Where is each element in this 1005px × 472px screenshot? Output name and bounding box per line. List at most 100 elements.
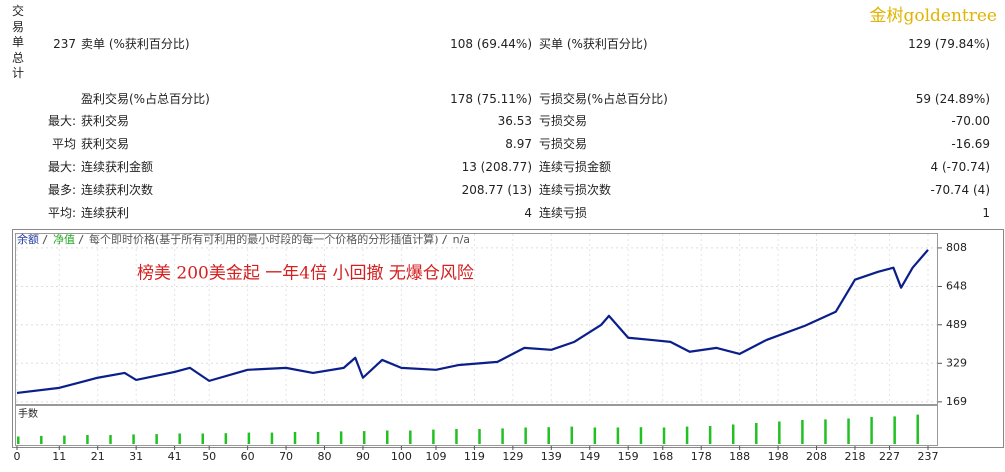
volume-bar xyxy=(432,429,435,444)
volume-bar xyxy=(639,427,643,444)
volume-bar xyxy=(501,428,504,444)
volume-bar xyxy=(731,424,735,444)
volume-bar xyxy=(86,435,89,444)
x-tick-label: 237 xyxy=(918,450,939,463)
x-tick-label: 41 xyxy=(168,450,182,463)
volume-bar xyxy=(778,421,781,444)
x-tick-label: 60 xyxy=(241,450,255,463)
volume-bar xyxy=(916,414,919,444)
y-tick-label: 169 xyxy=(946,395,967,408)
row-label: 盈利交易(%占总百分比) xyxy=(81,92,210,106)
volume-bar xyxy=(616,427,620,444)
row-prefix: 最多: xyxy=(47,183,76,197)
row-value: 129 (79.84%) xyxy=(908,37,990,51)
row-label: 连续获利金额 xyxy=(81,160,154,174)
row-label: 连续亏损次数 xyxy=(539,183,612,197)
row-value: 4 xyxy=(524,206,532,220)
y-tick-label: 329 xyxy=(946,356,967,369)
x-tick-label: 188 xyxy=(729,450,750,463)
row-value: -70.00 xyxy=(951,114,990,128)
row-label: 连续获利 xyxy=(81,206,130,220)
volume-bar xyxy=(155,434,158,444)
x-tick-label: 31 xyxy=(129,450,143,463)
row-value: 13 (208.77) xyxy=(461,160,532,174)
legend-entry: 余额 xyxy=(17,232,39,246)
volume-bar xyxy=(132,434,135,444)
row-label: 买单 (%获利百分比) xyxy=(539,37,648,51)
volume-bar xyxy=(386,430,389,444)
volume-bar xyxy=(339,431,343,444)
volume-bar xyxy=(893,416,896,444)
volume-bar xyxy=(524,427,527,444)
row-prefix: 最大: xyxy=(47,114,76,128)
y-tick-label: 648 xyxy=(946,279,967,292)
x-tick-label: 178 xyxy=(691,450,712,463)
volume-bar xyxy=(270,432,274,444)
chart: 余额 净值 每个即时价格(基于所有可利用的最小时段的每一个价格的分形插值计算) n/a… xyxy=(12,229,1004,463)
row-label: 亏损交易(%占总百分比) xyxy=(539,92,668,106)
volume-bar xyxy=(685,426,689,444)
volume-bar xyxy=(824,419,827,444)
volume-bar xyxy=(708,426,712,444)
x-tick-label: 168 xyxy=(652,450,673,463)
x-tick-label: 109 xyxy=(425,450,446,463)
x-tick-label: 198 xyxy=(768,450,789,463)
y-tick-label: 808 xyxy=(946,241,967,254)
volume-bar xyxy=(801,420,804,444)
x-tick-label: 0 xyxy=(14,450,21,463)
row-value: 208.77 (13) xyxy=(461,183,532,197)
x-tick-label: 70 xyxy=(279,450,293,463)
row-value: 36.53 xyxy=(497,114,532,128)
volume-bar xyxy=(755,423,758,444)
row-value: 8.97 xyxy=(505,137,532,151)
row-prefix: 最大: xyxy=(47,160,76,174)
row-value: 108 (69.44%) xyxy=(450,37,532,51)
row-label: 连续获利次数 xyxy=(81,183,154,197)
legend-separator xyxy=(42,234,48,245)
row-prefix: 平均 xyxy=(51,137,76,151)
x-tick-label: 227 xyxy=(879,450,900,463)
volume-bar xyxy=(847,418,850,444)
balance-line xyxy=(16,249,929,395)
x-tick-label: 218 xyxy=(844,450,865,463)
row-label: 获利交易 xyxy=(81,114,130,128)
volume-bar xyxy=(224,433,228,444)
x-tick-label: 21 xyxy=(91,450,105,463)
volume-bar xyxy=(455,429,458,444)
legend-separator xyxy=(78,234,84,245)
row-prefix: 平均: xyxy=(47,206,76,220)
volume-bar xyxy=(662,427,666,444)
row-value: 59 (24.89%) xyxy=(915,92,990,106)
x-tick-label: 100 xyxy=(391,450,412,463)
volume-bar xyxy=(178,433,181,444)
row-value: -16.69 xyxy=(951,137,990,151)
row-prefix: 237 xyxy=(53,37,76,51)
row-value: 178 (75.11%) xyxy=(450,92,532,106)
x-tick-label: 90 xyxy=(356,450,370,463)
volume-bar xyxy=(109,435,112,444)
plot-area xyxy=(15,233,938,405)
row-label: 连续亏损金额 xyxy=(539,160,612,174)
row-value: 1 xyxy=(982,206,990,220)
volume-bar xyxy=(17,436,20,444)
volume-bar xyxy=(870,417,873,444)
legend-entry: 每个即时价格(基于所有可利用的最小时段的每一个价格的分形插值计算) xyxy=(89,232,439,246)
volume-bar xyxy=(570,426,574,444)
row-value: -70.74 (4) xyxy=(930,183,991,197)
volume-label: 手数 xyxy=(18,407,38,420)
legend-entry: 净值 xyxy=(53,232,75,246)
volume-bar xyxy=(547,427,550,444)
row-label: 连续亏损 xyxy=(539,206,588,220)
volume-bar xyxy=(247,432,251,444)
watermark: 金树goldentree xyxy=(869,6,997,26)
volume-bar xyxy=(593,427,597,444)
side-label: 交易单总计 xyxy=(12,4,25,80)
row-label: 亏损交易 xyxy=(539,137,588,151)
x-tick-label: 119 xyxy=(464,450,485,463)
volume-bar xyxy=(316,432,320,444)
row-value: 4 (-70.74) xyxy=(930,160,991,174)
x-tick-label: 139 xyxy=(541,450,562,463)
volume-bar xyxy=(293,432,297,444)
x-tick-label: 50 xyxy=(202,450,216,463)
